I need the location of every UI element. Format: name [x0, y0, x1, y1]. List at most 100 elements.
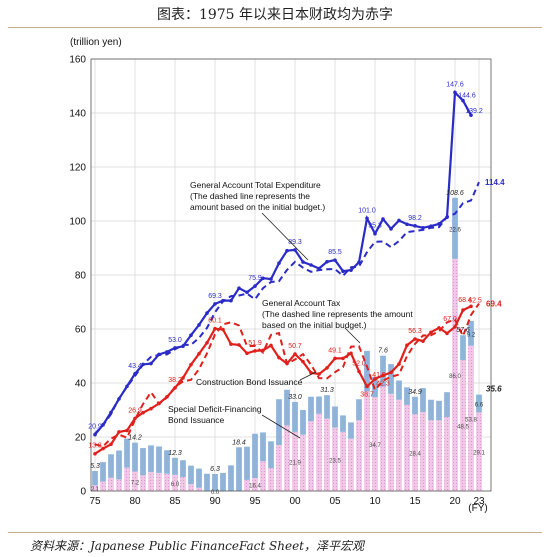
y-tick-label: 100: [69, 217, 86, 228]
expenditure-point: [397, 218, 401, 223]
expenditure-point: [181, 344, 185, 349]
construction-data-label: 33.0: [288, 394, 302, 401]
deficit-bond-bar: [276, 445, 282, 491]
tax-point: [229, 342, 233, 346]
deficit-data-label: 21.9: [289, 460, 301, 466]
tax-point: [453, 325, 457, 329]
data-labels: 20.9 43.4 53.0 69.3 75.9 89.3 85.5 101.0 95.3 98.…: [88, 81, 505, 496]
deficit-bond-bar: [116, 479, 122, 491]
x-tick-label: 15: [409, 496, 421, 507]
deficit-data-label: 29.1: [473, 451, 485, 457]
expenditure-point: [117, 397, 121, 401]
expenditure-data-label: 147.6: [446, 81, 464, 88]
construction-bond-bar: [348, 422, 354, 439]
deficit-bond-bar: [316, 413, 322, 491]
construction-data-label: 35.6: [486, 385, 502, 394]
line-series: [93, 89, 480, 456]
tax-point: [245, 351, 249, 356]
tax-point: [405, 343, 409, 348]
construction-data-label: 18.4: [232, 439, 246, 446]
tax-point: [301, 359, 305, 364]
expenditure-callout-line-2: amount based on the initial budget.): [190, 202, 325, 212]
construction-data-label: 31.3: [320, 387, 334, 394]
x-tick-label: 10: [369, 496, 381, 507]
tax-point: [205, 340, 209, 345]
deficit-bond-bar: [340, 431, 346, 491]
expenditure-data-label: 95.3: [368, 223, 382, 230]
deficit-bond-bar: [428, 420, 434, 491]
x-tick-label: 00: [289, 496, 301, 507]
expenditure-point: [445, 215, 449, 220]
x-tick-label: 85: [169, 496, 181, 507]
callout-group: General Account Total Expenditure(The da…: [168, 180, 413, 439]
construction-bond-bar: [284, 389, 290, 426]
expenditure-point: [429, 224, 433, 228]
tax-callout-line-1: (The dashed line represents the amount: [262, 309, 413, 319]
y-tick-label: 0: [80, 487, 86, 498]
construction-bond-bar: [412, 396, 418, 415]
expenditure-point: [189, 333, 193, 338]
deficit-bond-bar: [180, 476, 186, 491]
construction-bond-bar: [260, 432, 266, 462]
deficit-bond-bar: [436, 420, 442, 491]
deficit-bond-bar: [172, 474, 178, 491]
construction-data-label: 6.3: [210, 466, 220, 473]
y-tick-label: 20: [75, 433, 87, 444]
expenditure-point: [357, 260, 361, 265]
expenditure-point: [125, 384, 129, 389]
expenditure-callout-line-1: (The dashed line represents the: [190, 191, 310, 201]
tax-point: [429, 330, 433, 335]
expenditure-point: [325, 259, 329, 264]
expenditure-point: [317, 266, 321, 271]
expenditure-point: [157, 352, 161, 357]
construction-bond-bar: [108, 454, 114, 478]
tax-point: [253, 349, 257, 353]
construction-bond-bar: [364, 350, 370, 392]
deficit-bond-bar: [404, 404, 410, 491]
expenditure-point: [389, 227, 393, 231]
construction-bond-bar: [428, 399, 434, 421]
construction-bond-bar: [236, 447, 242, 491]
expenditure-data-label: 53.0: [168, 337, 182, 344]
x-tick-label: 80: [129, 496, 141, 507]
construction-bond-bar: [188, 465, 194, 485]
expenditure-point: [221, 298, 225, 303]
y-tick-label: 140: [69, 109, 86, 120]
tax-data-label: 26.9: [128, 407, 142, 414]
construction-bond-bar: [100, 462, 106, 482]
deficit-bond-bar: [252, 478, 258, 491]
construction-bond-bar: [476, 394, 482, 413]
tax-point: [189, 362, 193, 367]
tax-point: [101, 446, 105, 451]
title-divider: [8, 27, 542, 28]
construction-bond-bar: [228, 465, 234, 491]
tax-data-label: 38.2: [168, 377, 182, 384]
tax-point: [381, 373, 385, 378]
plot-frame: [90, 58, 492, 492]
construction-bond-bar: [180, 460, 186, 477]
deficit-bond-bar: [332, 427, 338, 491]
expenditure-data-label: 69.3: [208, 293, 222, 300]
y-axis-unit-label: (trillion yen): [70, 37, 122, 48]
deficit-bond-bar: [156, 472, 162, 491]
expenditure-point: [253, 284, 257, 288]
tax-callout-line-0: General Account Tax: [262, 298, 341, 308]
x-tick-label: 90: [209, 496, 221, 507]
construction-bond-bar: [156, 446, 162, 473]
construction-bond-bar: [452, 197, 458, 259]
tax-point: [333, 356, 337, 361]
construction-bond-bar: [276, 399, 282, 446]
deficit-bond-bar: [188, 484, 194, 491]
tax-data-label: 42.3: [376, 380, 390, 387]
x-tick-label: 20: [449, 496, 461, 507]
construction-bond-bar: [332, 406, 338, 428]
construction-data-label: 7.6: [378, 348, 388, 355]
deficit-bond-bar: [476, 412, 482, 491]
expenditure-point: [405, 222, 409, 227]
expenditure-data-label: 114.4: [485, 178, 505, 187]
bar-segment-label: 9.2: [467, 332, 476, 338]
tax-data-label: 62.5: [468, 297, 482, 304]
x-tick-label: 23: [473, 496, 485, 507]
expenditure-data-label: 98.2: [408, 215, 422, 222]
expenditure-point: [381, 217, 385, 221]
